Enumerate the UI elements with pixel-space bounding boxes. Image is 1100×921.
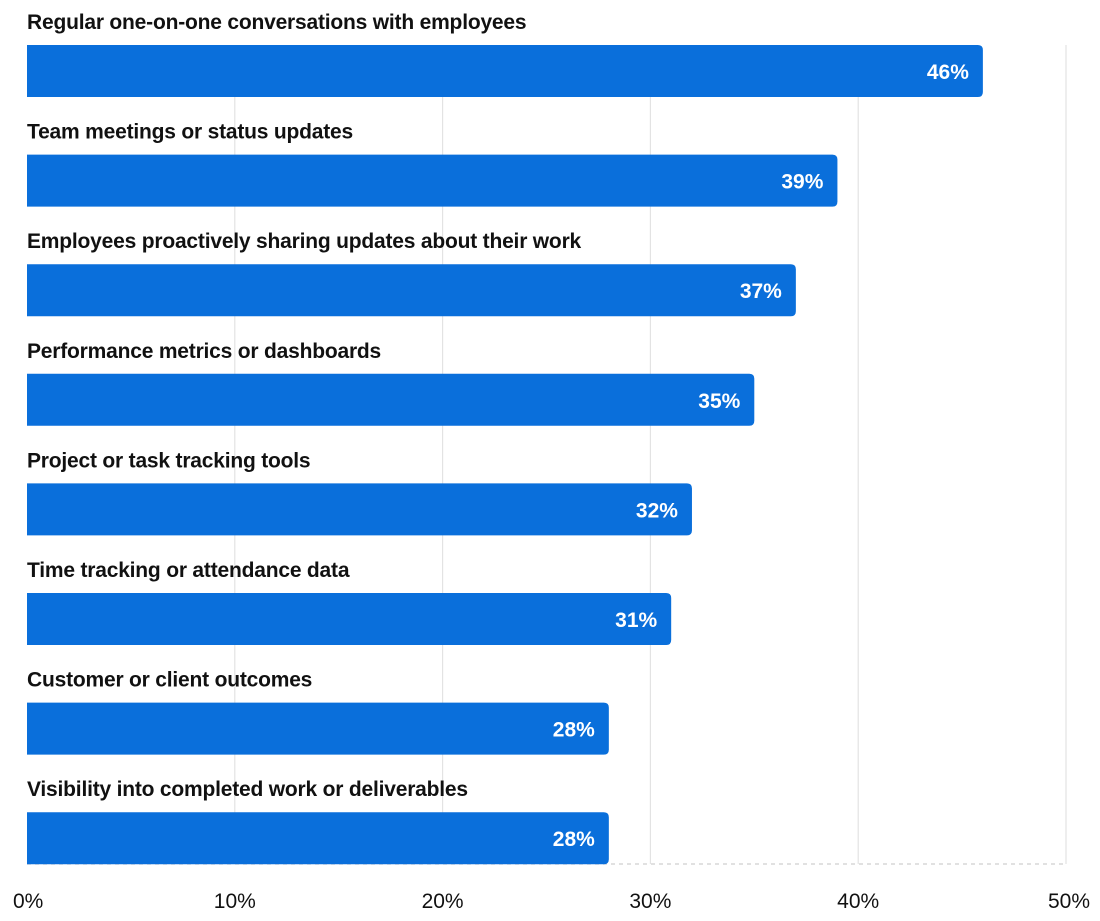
category-label: Visibility into completed work or delive… <box>27 778 468 801</box>
category-label: Customer or client outcomes <box>27 669 312 692</box>
bar-value-label: 37% <box>740 280 782 303</box>
bar <box>27 154 838 207</box>
bar <box>27 264 796 317</box>
x-axis-ticks: 0% 10% 20% 30% 40% 50% <box>13 890 1090 913</box>
bar-value-label: 46% <box>927 61 969 84</box>
bar-value-label: 28% <box>553 719 595 742</box>
bar-value-label: 31% <box>615 609 657 632</box>
bar <box>27 593 672 645</box>
x-tick-label: 50% <box>1048 890 1090 913</box>
bar <box>27 45 983 97</box>
bar <box>27 483 692 536</box>
bars: 46% 39% 37% 35% 32% 31% 28% 28% <box>27 45 983 865</box>
category-label: Performance metrics or dashboards <box>27 340 381 363</box>
x-tick-label: 0% <box>13 890 43 913</box>
category-label: Time tracking or attendance data <box>27 559 350 582</box>
bar <box>27 373 755 426</box>
bar <box>27 702 609 755</box>
x-tick-label: 20% <box>422 890 464 913</box>
category-label: Employees proactively sharing updates ab… <box>27 230 582 253</box>
bar <box>27 812 609 865</box>
x-tick-label: 30% <box>629 890 671 913</box>
bar-value-label: 35% <box>698 390 740 413</box>
category-labels: Regular one-on-one conversations with em… <box>27 11 582 801</box>
x-tick-label: 10% <box>214 890 256 913</box>
category-label: Team meetings or status updates <box>27 121 353 144</box>
bar-value-label: 39% <box>781 171 823 194</box>
category-label: Regular one-on-one conversations with em… <box>27 11 526 34</box>
bar-value-label: 28% <box>553 828 595 851</box>
x-tick-label: 40% <box>837 890 879 913</box>
category-label: Project or task tracking tools <box>27 449 310 472</box>
bar-value-label: 32% <box>636 499 678 522</box>
